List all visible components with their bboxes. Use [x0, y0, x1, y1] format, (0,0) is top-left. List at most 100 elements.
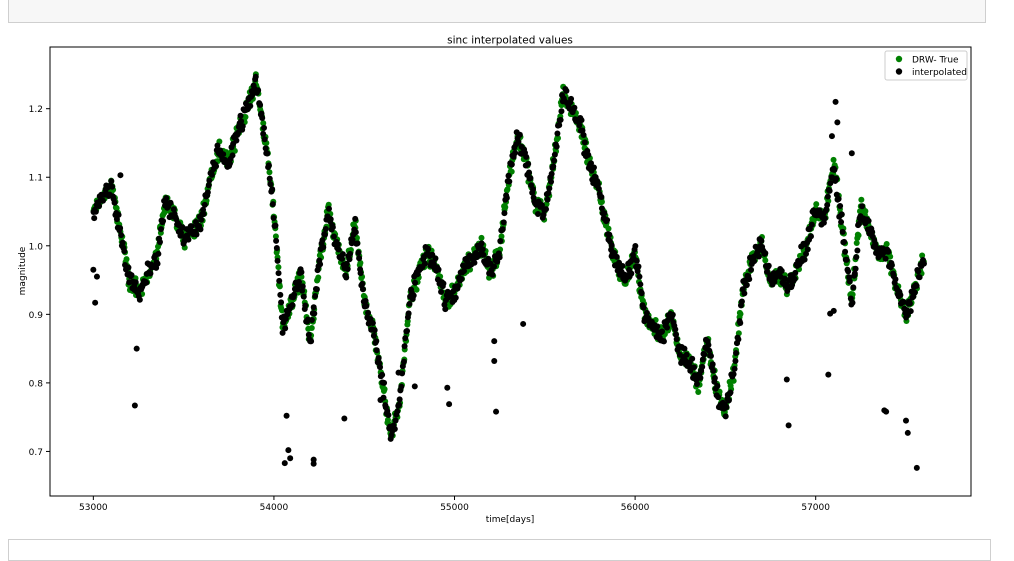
point-interpolated — [527, 175, 534, 182]
point-interpolated — [738, 298, 745, 305]
point-interpolated — [121, 248, 128, 255]
point-interpolated-outlier — [902, 417, 909, 424]
point-interpolated — [261, 136, 268, 143]
point-interpolated — [391, 426, 398, 433]
point-interpolated — [699, 363, 706, 370]
point-interpolated — [598, 205, 605, 212]
point-interpolated — [478, 240, 485, 247]
point-interpolated — [177, 229, 184, 236]
point-interpolated — [801, 256, 808, 263]
point-interpolated — [489, 271, 496, 278]
point-interpolated-outlier — [310, 456, 317, 463]
point-interpolated — [838, 211, 845, 218]
point-interpolated — [365, 309, 372, 316]
point-drw-true — [605, 225, 612, 232]
point-interpolated — [732, 357, 739, 364]
point-interpolated — [269, 201, 276, 208]
point-interpolated — [913, 282, 920, 289]
point-interpolated — [343, 274, 350, 281]
point-interpolated — [594, 181, 601, 188]
point-drw-true — [813, 201, 820, 208]
point-drw-true — [276, 283, 283, 290]
point-interpolated — [503, 194, 510, 201]
series-drw-true — [90, 71, 927, 440]
point-interpolated — [778, 267, 785, 274]
point-interpolated — [580, 132, 587, 139]
point-interpolated-outlier — [92, 299, 99, 306]
point-interpolated — [892, 276, 899, 283]
point-interpolated — [266, 175, 273, 182]
point-interpolated — [259, 114, 266, 121]
point-interpolated — [916, 274, 923, 281]
point-interpolated — [833, 175, 840, 182]
y-tick-label: 0.7 — [29, 448, 43, 458]
point-interpolated — [91, 215, 98, 222]
point-interpolated — [563, 87, 570, 94]
point-interpolated — [869, 228, 876, 235]
point-interpolated-outlier — [411, 383, 418, 390]
point-interpolated — [554, 130, 561, 137]
point-interpolated — [317, 261, 324, 268]
point-interpolated — [664, 324, 671, 331]
point-interpolated-outlier — [377, 397, 384, 404]
point-interpolated — [302, 302, 309, 309]
point-interpolated — [193, 231, 200, 238]
point-interpolated — [339, 251, 346, 258]
point-interpolated — [313, 286, 320, 293]
point-interpolated — [709, 361, 716, 368]
point-interpolated — [530, 186, 537, 193]
point-interpolated — [401, 343, 408, 350]
x-tick-label: 53000 — [79, 503, 108, 513]
point-drw-true — [830, 156, 837, 163]
point-interpolated — [553, 143, 560, 150]
point-interpolated — [711, 374, 718, 381]
x-tick-label: 56000 — [621, 503, 650, 513]
point-drw-true — [855, 232, 862, 239]
point-interpolated — [637, 281, 644, 288]
point-interpolated-outlier — [899, 299, 906, 306]
point-drw-true — [598, 198, 605, 205]
point-interpolated — [500, 219, 507, 226]
point-interpolated — [628, 270, 635, 277]
point-interpolated — [344, 266, 351, 273]
point-interpolated-outlier — [904, 429, 911, 436]
point-drw-true — [308, 324, 315, 331]
point-interpolated — [725, 397, 732, 404]
point-drw-true — [554, 135, 561, 142]
point-interpolated-outlier — [287, 455, 294, 462]
point-interpolated — [311, 310, 318, 317]
point-drw-true — [858, 196, 865, 203]
point-interpolated — [638, 290, 645, 297]
x-axis-ticks: 53000 54000 55000 56000 57000 — [79, 496, 830, 513]
point-drw-true — [862, 208, 869, 215]
point-interpolated — [576, 122, 583, 129]
point-interpolated — [723, 404, 730, 411]
point-interpolated — [357, 270, 364, 277]
point-interpolated — [731, 365, 738, 372]
point-interpolated — [312, 292, 319, 299]
point-interpolated — [479, 246, 486, 253]
point-interpolated — [157, 226, 164, 233]
point-interpolated — [673, 336, 680, 343]
point-interpolated — [556, 122, 563, 129]
point-interpolated — [746, 276, 753, 283]
point-interpolated — [550, 163, 557, 170]
point-interpolated — [117, 225, 124, 232]
point-interpolated — [727, 389, 734, 396]
point-interpolated — [247, 103, 254, 110]
point-interpolated — [755, 253, 762, 260]
y-tick-label: 1.0 — [29, 242, 44, 252]
point-interpolated — [394, 408, 401, 415]
point-interpolated — [525, 161, 532, 168]
point-drw-true — [919, 252, 926, 259]
point-interpolated — [355, 249, 362, 256]
point-interpolated — [441, 301, 448, 308]
series-interpolated — [90, 73, 927, 471]
legend-label-drw-true: DRW- True — [912, 56, 959, 66]
point-drw-true — [502, 204, 509, 211]
point-interpolated — [205, 182, 212, 189]
point-interpolated — [96, 202, 103, 209]
point-interpolated — [214, 142, 221, 149]
point-interpolated — [613, 253, 620, 260]
point-interpolated — [558, 108, 565, 115]
